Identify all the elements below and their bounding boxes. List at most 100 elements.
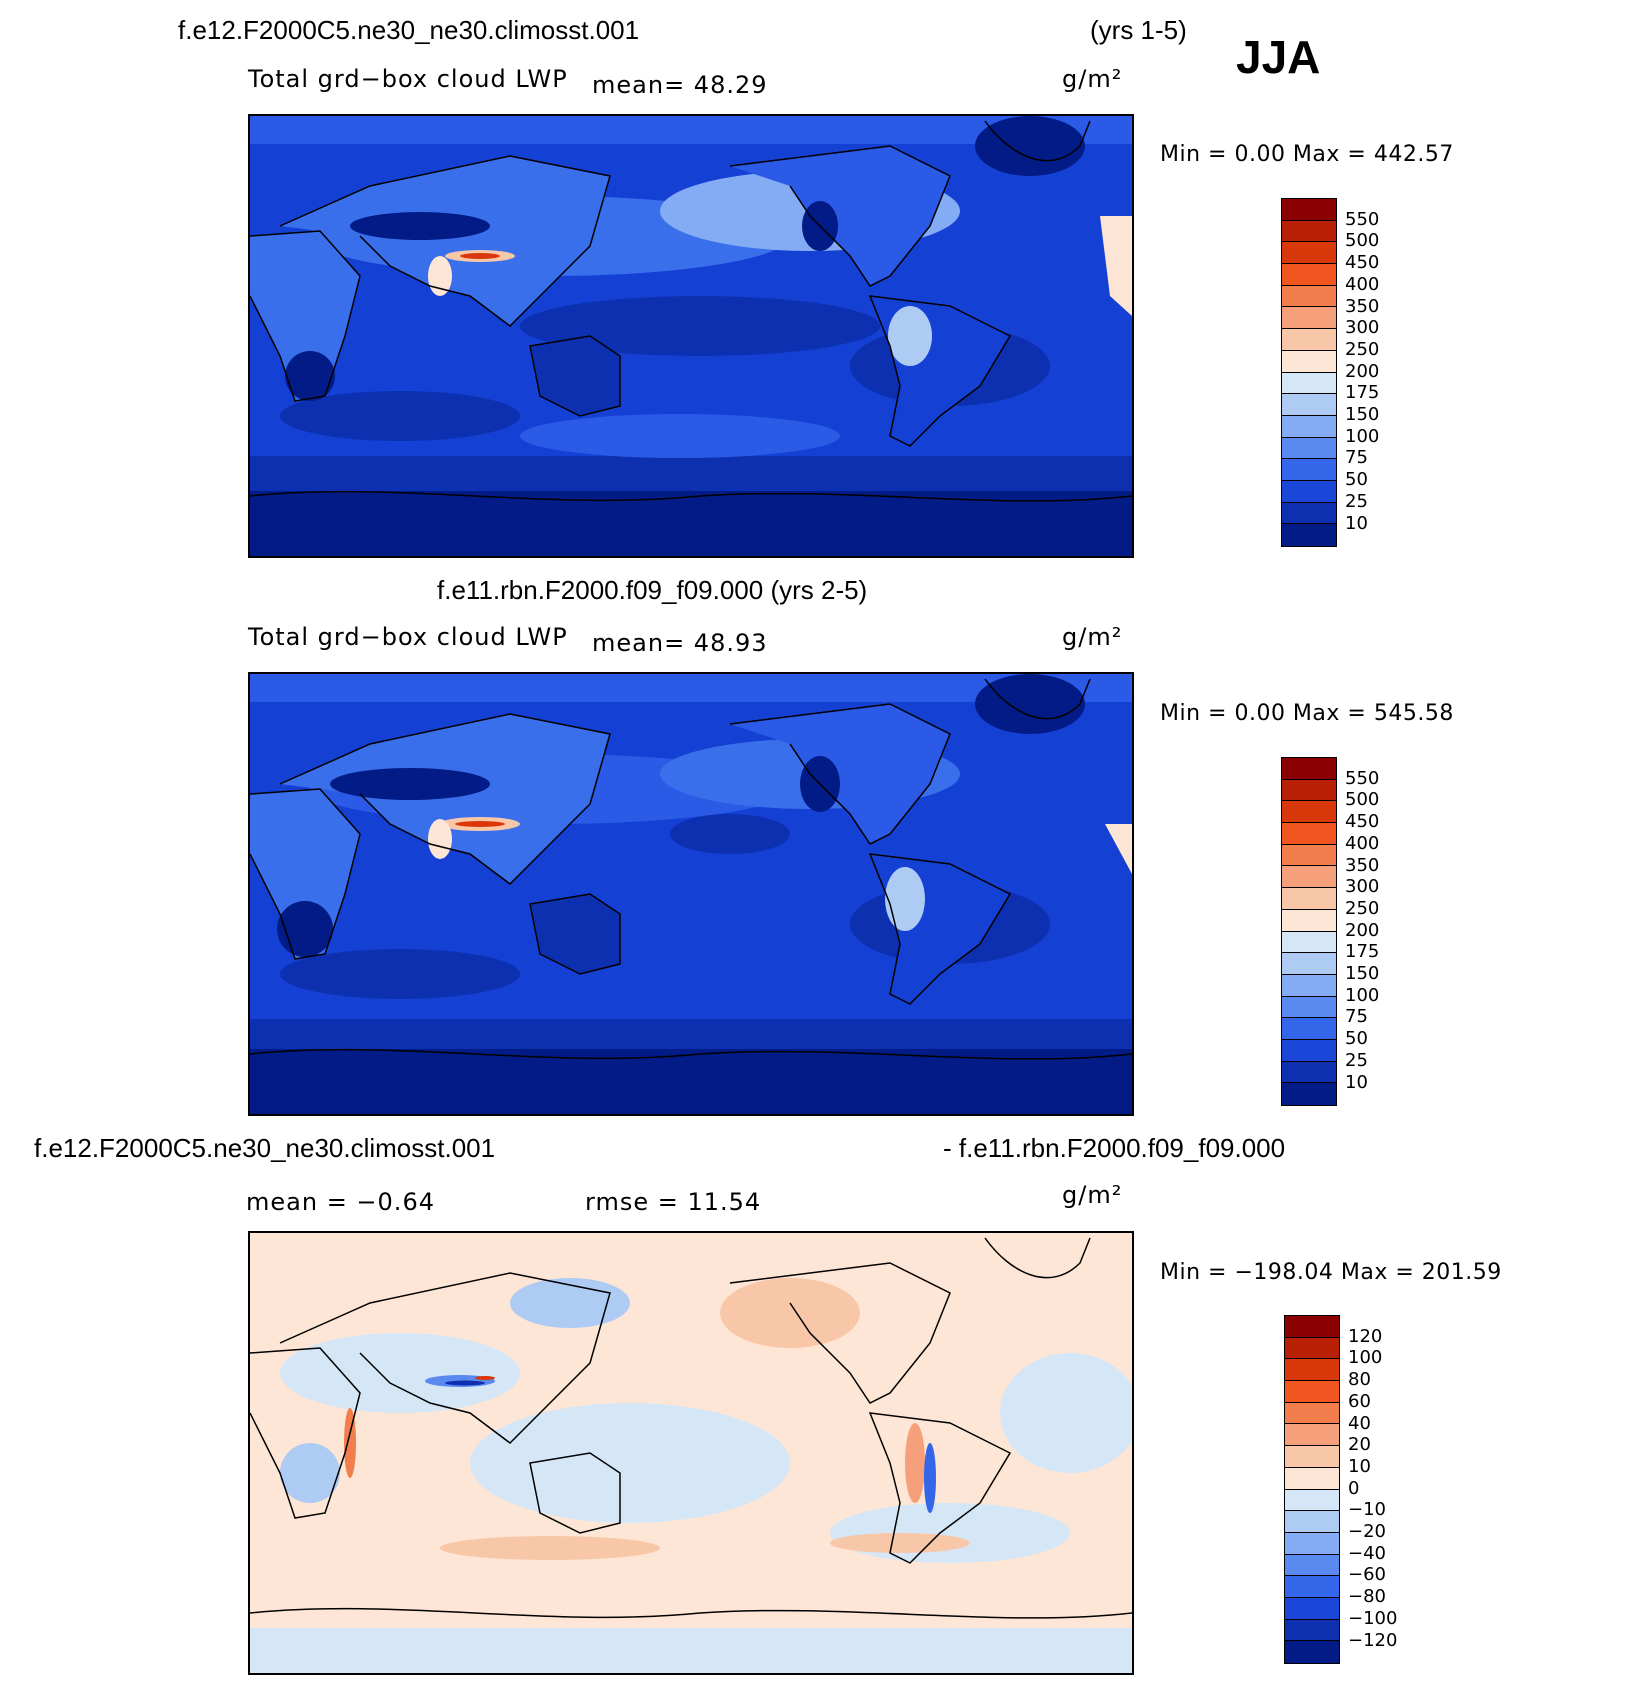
colorbar-segment (1282, 974, 1336, 997)
colorbar-tick-label: 150 (1345, 404, 1380, 425)
panel1-colorbar (1281, 198, 1337, 547)
colorbar-tick-label: 100 (1348, 1347, 1383, 1369)
colorbar-tick-label: −60 (1348, 1564, 1386, 1586)
colorbar-tick-label: 40 (1348, 1412, 1371, 1434)
colorbar-segment (1282, 285, 1336, 308)
colorbar-segment (1282, 372, 1336, 395)
colorbar-tick-label: 80 (1348, 1369, 1371, 1391)
colorbar-segment (1282, 931, 1336, 954)
panel1-minmax: Min = 0.00 Max = 442.57 (1160, 142, 1454, 167)
colorbar-segment (1282, 801, 1336, 824)
colorbar-segment (1285, 1511, 1339, 1533)
panel3-map (248, 1231, 1134, 1675)
colorbar-tick-label: 60 (1348, 1390, 1371, 1412)
panel2-variable: Total grd−box cloud LWP (248, 623, 568, 651)
colorbar-tick-label: 550 (1345, 767, 1380, 789)
colorbar-tick-label: 500 (1345, 230, 1380, 252)
colorbar-segment (1285, 1532, 1339, 1555)
colorbar-segment (1285, 1467, 1339, 1490)
panel1-title-right: (yrs 1-5) (1090, 15, 1187, 45)
panel3-rmse: rmse = 11.54 (585, 1188, 762, 1216)
colorbar-tick-label: 350 (1345, 295, 1380, 317)
colorbar-segment (1282, 480, 1336, 503)
colorbar-tick-label: −100 (1348, 1607, 1398, 1629)
colorbar-segment (1282, 350, 1336, 373)
colorbar-tick-label: 250 (1345, 338, 1380, 360)
colorbar-segment (1285, 1359, 1339, 1382)
colorbar-segment (1282, 779, 1336, 802)
panel1-mean: mean= 48.29 (592, 71, 768, 99)
colorbar-segment (1282, 888, 1336, 910)
colorbar-tick-label: 25 (1345, 1049, 1368, 1071)
colorbar-segment (1282, 264, 1336, 286)
colorbar-tick-label: 300 (1345, 876, 1380, 898)
panel2-map (248, 672, 1134, 1116)
panel2-mean: mean= 48.93 (592, 629, 768, 657)
panel3-map-svg (250, 1233, 1132, 1673)
season-label: JJA (1236, 31, 1321, 83)
colorbar-tick-label: 500 (1345, 789, 1380, 811)
colorbar-segment (1282, 459, 1336, 481)
colorbar-segment (1285, 1402, 1339, 1425)
colorbar-segment (1285, 1424, 1339, 1447)
colorbar-segment (1282, 996, 1336, 1019)
panel1-title-left: f.e12.F2000C5.ne30_ne30.climosst.001 (178, 15, 640, 45)
panel1-units: g/m² (1062, 65, 1123, 93)
colorbar-segment (1282, 437, 1336, 460)
colorbar-segment (1282, 1061, 1336, 1084)
colorbar-tick-label: 75 (1345, 447, 1368, 469)
panel2-minmax: Min = 0.00 Max = 545.58 (1160, 701, 1454, 726)
colorbar-segment (1282, 1039, 1336, 1062)
colorbar-tick-label: −80 (1348, 1586, 1386, 1608)
colorbar-tick-label: −40 (1348, 1542, 1386, 1564)
colorbar-tick-label: 400 (1345, 273, 1380, 295)
colorbar-tick-label: 25 (1345, 490, 1368, 512)
colorbar-segment (1285, 1337, 1339, 1360)
panel3-units: g/m² (1062, 1181, 1123, 1209)
colorbar-tick-label: 75 (1345, 1006, 1368, 1028)
panel3-colorbar (1284, 1315, 1340, 1664)
colorbar-segment (1285, 1576, 1339, 1598)
colorbar-segment (1285, 1489, 1339, 1512)
colorbar-segment (1282, 844, 1336, 867)
panel1-variable: Total grd−box cloud LWP (248, 65, 568, 93)
colorbar-tick-label: 450 (1345, 811, 1380, 833)
colorbar-segment (1282, 823, 1336, 845)
colorbar-segment (1282, 1018, 1336, 1040)
colorbar-tick-label: 100 (1345, 984, 1380, 1006)
panel1-map (248, 114, 1134, 558)
panel3-minmax: Min = −198.04 Max = 201.59 (1160, 1260, 1502, 1285)
colorbar-segment (1282, 953, 1336, 975)
panel2-map-svg (250, 674, 1132, 1114)
panel3-title-left: f.e12.F2000C5.ne30_ne30.climosst.001 (34, 1133, 496, 1163)
colorbar-tick-label: 10 (1345, 512, 1368, 534)
colorbar-segment (1282, 394, 1336, 416)
colorbar-segment (1282, 524, 1336, 546)
colorbar-segment (1282, 866, 1336, 889)
colorbar-segment (1285, 1381, 1339, 1403)
colorbar-tick-label: 200 (1345, 919, 1380, 941)
colorbar-tick-label: 50 (1345, 469, 1368, 491)
colorbar-tick-label: 300 (1345, 317, 1380, 339)
panel3-mean: mean = −0.64 (246, 1188, 435, 1216)
colorbar-segment (1282, 307, 1336, 330)
colorbar-tick-label: 175 (1345, 941, 1380, 963)
colorbar-tick-label: −20 (1348, 1521, 1386, 1542)
colorbar-tick-label: 50 (1345, 1028, 1368, 1050)
colorbar-segment (1285, 1446, 1339, 1468)
colorbar-tick-label: 10 (1345, 1071, 1368, 1093)
colorbar-segment (1282, 758, 1336, 780)
colorbar-segment (1282, 199, 1336, 221)
colorbar-segment (1282, 329, 1336, 351)
colorbar-segment (1282, 1083, 1336, 1105)
colorbar-tick-label: 20 (1348, 1434, 1371, 1456)
colorbar-tick-label: 175 (1345, 382, 1380, 404)
colorbar-tick-label: 120 (1348, 1325, 1383, 1347)
panel2-colorbar (1281, 757, 1337, 1106)
panel2-units: g/m² (1062, 623, 1123, 651)
colorbar-tick-label: −120 (1348, 1629, 1398, 1651)
colorbar-tick-label: 100 (1345, 425, 1380, 447)
colorbar-tick-label: 10 (1348, 1455, 1371, 1477)
colorbar-tick-label: −10 (1348, 1499, 1386, 1521)
panel2-title: f.e11.rbn.F2000.f09_f09.000 (yrs 2-5) (437, 575, 868, 605)
